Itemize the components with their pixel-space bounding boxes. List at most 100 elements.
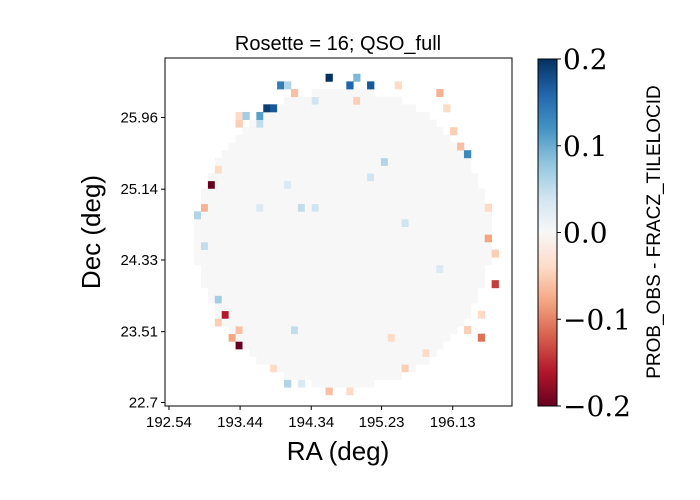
heatmap-cell [380,249,389,258]
heatmap-cell [277,241,285,250]
heatmap-cell [297,364,306,373]
heatmap-cell [200,203,209,212]
heatmap-cell [373,150,382,159]
heatmap-cell [297,348,306,357]
heatmap-cell [325,295,333,304]
heatmap-cell [367,341,375,350]
heatmap-cell [360,303,368,312]
heatmap-cell [408,348,416,357]
heatmap-cell [387,272,396,281]
heatmap-cell [256,333,264,342]
heatmap-cell [422,165,430,174]
heatmap-cell [401,356,409,365]
heatmap-cell [443,142,451,151]
heatmap-cell [270,165,278,174]
heatmap-cell [387,356,396,365]
heatmap-cell [346,89,354,98]
heatmap-cell [270,134,278,143]
heatmap-cell [394,348,403,357]
heatmap-cell [311,257,319,266]
heatmap-cell [401,318,409,327]
heatmap-cell [304,272,313,281]
heatmap-cell [304,196,313,205]
heatmap-cell [311,188,319,197]
heatmap-cell [339,295,347,304]
heatmap-cell [235,295,243,304]
heatmap-cell [318,280,326,289]
heatmap-cell [277,211,285,220]
heatmap-cell [470,211,479,220]
heatmap-cell [415,111,423,120]
heatmap-cell [346,272,354,281]
heatmap-cell [228,326,236,335]
heatmap-cell [394,371,403,380]
heatmap-cell [443,219,451,228]
heatmap-cell [367,326,375,335]
heatmap-cell [373,249,382,258]
heatmap-cell [470,287,479,296]
heatmap-cell [353,371,361,380]
heatmap-cell [256,341,264,350]
heatmap-cell [436,318,444,327]
heatmap-cell [214,295,223,304]
heatmap-cell [484,203,492,212]
heatmap-cell [408,295,416,304]
heatmap-cell [270,234,278,243]
heatmap-cell [318,264,326,273]
heatmap-cell [221,188,230,197]
heatmap-cell [443,249,451,258]
heatmap-cell [380,318,389,327]
heatmap-cell [242,142,250,151]
heatmap-cell [304,264,313,273]
heatmap-cell [325,150,333,159]
heatmap-cell [270,119,278,128]
heatmap-cell [401,196,409,205]
heatmap-cell [401,249,409,258]
heatmap-cell [477,280,486,289]
heatmap-cell [200,241,209,250]
heatmap-cell [373,326,382,335]
heatmap-cell [394,295,403,304]
heatmap-cell [401,119,409,128]
heatmap-cell [339,119,347,128]
heatmap-cell [332,180,340,189]
heatmap-cell [450,295,458,304]
heatmap-cell [235,119,243,128]
heatmap-cell [429,257,437,266]
heatmap-cell [318,211,326,220]
heatmap-cell [228,180,236,189]
heatmap-cell [373,348,382,357]
heatmap-cell [450,165,458,174]
heatmap-cell [200,257,209,266]
heatmap-cell [429,287,437,296]
heatmap-cell [270,356,278,365]
heatmap-cell [401,287,409,296]
heatmap-cell [304,188,313,197]
heatmap-cell [457,180,465,189]
heatmap-cell [284,203,292,212]
heatmap-cell [415,188,423,197]
heatmap-cell [457,257,465,266]
heatmap-cell [256,280,264,289]
heatmap-cell [450,303,458,312]
heatmap-cell [443,287,451,296]
heatmap-cell [422,249,430,258]
heatmap-cell [235,249,243,258]
heatmap-cell [311,379,319,388]
heatmap-cell [394,257,403,266]
heatmap-cell [304,287,313,296]
heatmap-cell [318,142,326,151]
heatmap-cell [422,157,430,166]
heatmap-cell [256,127,264,136]
heatmap-cell [353,142,361,151]
heatmap-cell [284,173,292,182]
heatmap-cell [450,173,458,182]
heatmap-cell [311,264,319,273]
heatmap-cell [304,371,313,380]
heatmap-cell [457,287,465,296]
heatmap-cell [256,203,264,212]
heatmap-cell [346,219,354,228]
heatmap-cell [360,219,368,228]
heatmap-cell [270,257,278,266]
